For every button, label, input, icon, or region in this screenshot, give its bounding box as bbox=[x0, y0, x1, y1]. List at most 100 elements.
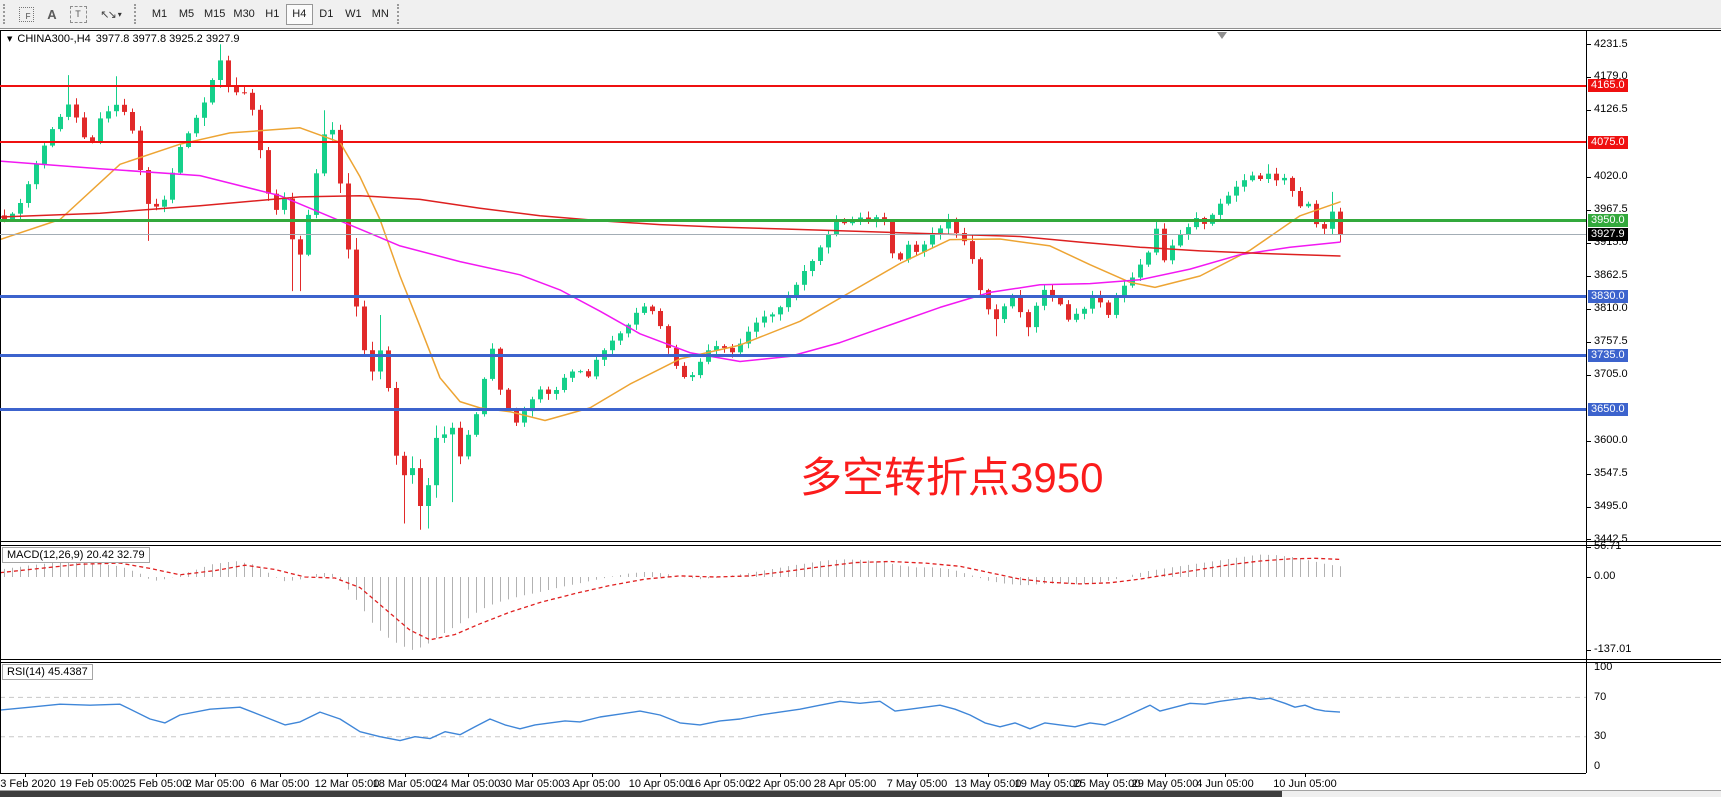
resistance-line-4075[interactable] bbox=[0, 141, 1586, 144]
h-scrollbar-thumb[interactable] bbox=[0, 791, 1282, 797]
text-label-icon: T bbox=[69, 5, 87, 23]
price-tick-mark bbox=[1586, 441, 1591, 442]
price-tick-label: 4126.5 bbox=[1594, 103, 1628, 115]
main-macd-separator[interactable] bbox=[0, 545, 1721, 546]
time-axis-label: 16 Apr 05:00 bbox=[688, 778, 752, 790]
time-axis-label: 24 Mar 05:00 bbox=[435, 778, 501, 790]
rsi-axis-label: 70 bbox=[1594, 691, 1607, 703]
pivot-line-3950[interactable] bbox=[0, 219, 1586, 223]
timeframe-button-m30[interactable]: M30 bbox=[229, 4, 258, 25]
price-tick-label: 3810.0 bbox=[1594, 302, 1628, 314]
price-tick-mark bbox=[1586, 309, 1591, 310]
time-axis-label: 2 Mar 05:00 bbox=[185, 778, 245, 790]
time-axis-label: 6 Mar 05:00 bbox=[250, 778, 310, 790]
time-tick-mark bbox=[347, 773, 348, 777]
fibonacci-tool-button[interactable]: F bbox=[13, 3, 39, 25]
chart-left-border bbox=[0, 30, 1, 773]
macd-axis-label: 56.71 bbox=[1594, 540, 1622, 552]
time-axis-label: 19 Feb 05:00 bbox=[59, 778, 125, 790]
price-tick-label: 3547.5 bbox=[1594, 467, 1628, 479]
chart-shift-marker[interactable] bbox=[1217, 32, 1227, 39]
time-tick-mark bbox=[720, 773, 721, 777]
toolbar-grip[interactable] bbox=[396, 4, 403, 24]
support-line-3650[interactable] bbox=[0, 407, 1586, 411]
timeframe-button-h1[interactable]: H1 bbox=[259, 4, 286, 25]
time-axis-label: 29 May 05:00 bbox=[1131, 778, 1199, 790]
timeframe-button-d1[interactable]: D1 bbox=[313, 4, 340, 25]
support-line-3735-label: 3735.0 bbox=[1588, 349, 1628, 362]
time-tick-mark bbox=[1107, 773, 1108, 777]
time-axis-label: 10 Jun 05:00 bbox=[1273, 778, 1337, 790]
resistance-line-4165[interactable] bbox=[0, 84, 1586, 87]
price-tick-label: 3495.0 bbox=[1594, 500, 1628, 512]
time-tick-mark bbox=[468, 773, 469, 777]
price-tick-label: 3705.0 bbox=[1594, 368, 1628, 380]
support-line-3735[interactable] bbox=[0, 354, 1586, 358]
time-axis-label: 4 Jun 05:00 bbox=[1196, 778, 1254, 790]
chevron-down-icon: ▾ bbox=[117, 9, 122, 19]
rsi-axis-label: 30 bbox=[1594, 730, 1607, 742]
macd-tick-mark bbox=[1586, 547, 1591, 548]
arrows-tool-button[interactable]: ↖↘ ▾ bbox=[91, 3, 131, 25]
timeframe-button-m5[interactable]: M5 bbox=[173, 4, 200, 25]
macd-rsi-separator[interactable] bbox=[0, 659, 1721, 660]
timeframe-button-m15[interactable]: M15 bbox=[200, 4, 229, 25]
time-axis-label: 22 Apr 05:00 bbox=[748, 778, 812, 790]
bid-price-line[interactable] bbox=[0, 234, 1586, 236]
resistance-line-4165-label: 4165.0 bbox=[1588, 79, 1628, 92]
price-axis-border[interactable] bbox=[1586, 30, 1587, 773]
price-tick-mark bbox=[1586, 539, 1591, 540]
macd-tick-mark bbox=[1586, 577, 1591, 578]
text-tool-button[interactable]: A bbox=[39, 3, 65, 25]
price-tick-label: 4020.0 bbox=[1594, 170, 1628, 182]
fibonacci-grid-icon: F bbox=[18, 6, 34, 22]
price-tick-mark bbox=[1586, 474, 1591, 475]
rsi-indicator-label: RSI(14) 45.4387 bbox=[2, 664, 93, 680]
time-axis-label: 13 May 05:00 bbox=[954, 778, 1022, 790]
toolbar-grip[interactable] bbox=[3, 4, 9, 24]
main-macd-separator[interactable] bbox=[0, 541, 1721, 542]
price-tick-label: 3967.5 bbox=[1594, 203, 1628, 215]
price-tick-label: 3862.5 bbox=[1594, 269, 1628, 281]
support-line-3650-label: 3650.0 bbox=[1588, 403, 1628, 416]
time-axis-label: 3 Apr 05:00 bbox=[563, 778, 621, 790]
price-tick-mark bbox=[1586, 77, 1591, 78]
macd-axis-label: -137.01 bbox=[1594, 643, 1632, 655]
toolbar-grip[interactable] bbox=[134, 4, 140, 24]
time-tick-mark bbox=[280, 773, 281, 777]
macd-axis-label: 0.00 bbox=[1594, 570, 1616, 582]
timeframe-button-h4[interactable]: H4 bbox=[285, 3, 313, 25]
time-axis-label: 18 Mar 05:00 bbox=[372, 778, 438, 790]
time-axis-label: 12 Mar 05:00 bbox=[314, 778, 380, 790]
bid-price-line-label: 3927.9 bbox=[1588, 228, 1628, 241]
time-tick-mark bbox=[92, 773, 93, 777]
symbol-dropdown-icon[interactable]: ▼ bbox=[7, 35, 13, 43]
time-tick-mark bbox=[215, 773, 216, 777]
rsi-axis-label: 100 bbox=[1594, 661, 1613, 673]
text-tool-icon: A bbox=[47, 6, 57, 22]
pivot-line-3950-label: 3950.0 bbox=[1588, 214, 1628, 227]
timeframe-button-m1[interactable]: M1 bbox=[146, 4, 173, 25]
text-label-tool-button[interactable]: T bbox=[65, 3, 91, 25]
price-tick-label: 4231.5 bbox=[1594, 38, 1628, 50]
timeframe-button-w1[interactable]: W1 bbox=[340, 4, 367, 25]
chart-annotation[interactable]: 多空转折点3950 bbox=[800, 454, 1104, 501]
resistance-line-4075-label: 4075.0 bbox=[1588, 136, 1628, 149]
time-tick-mark bbox=[1048, 773, 1049, 777]
time-axis-label: 30 Mar 05:00 bbox=[499, 778, 565, 790]
chart-title-ohlc: 3977.8 3977.8 3925.2 3927.9 bbox=[95, 33, 240, 45]
rsi-axis-label: 0 bbox=[1594, 760, 1601, 772]
price-tick-label: 3442.5 bbox=[1594, 533, 1628, 545]
macd-rsi-separator[interactable] bbox=[0, 662, 1721, 663]
support-line-3830-label: 3830.0 bbox=[1588, 290, 1628, 303]
macd-tick-mark bbox=[1586, 650, 1591, 651]
time-tick-mark bbox=[1165, 773, 1166, 777]
price-tick-label: 3757.5 bbox=[1594, 335, 1628, 347]
time-tick-mark bbox=[532, 773, 533, 777]
price-tick-mark bbox=[1586, 110, 1591, 111]
timeframe-button-mn[interactable]: MN bbox=[367, 4, 394, 25]
time-tick-mark bbox=[25, 773, 26, 777]
support-line-3830[interactable] bbox=[0, 294, 1586, 298]
